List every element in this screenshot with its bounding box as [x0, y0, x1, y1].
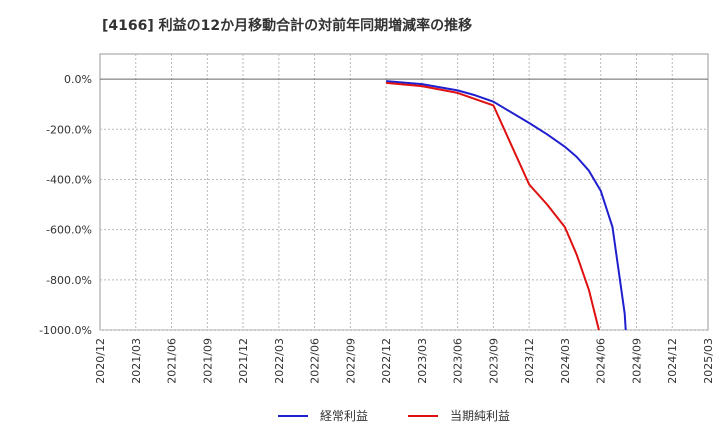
x-tick-label: 2024/12 [666, 338, 679, 384]
x-tick-label: 2020/12 [94, 338, 107, 384]
x-tick-label: 2022/03 [273, 338, 286, 384]
x-tick-label: 2024/03 [559, 338, 572, 384]
y-tick-label: 0.0% [64, 73, 92, 86]
y-tick-label: -200.0% [46, 123, 92, 136]
x-tick-label: 2023/06 [452, 338, 465, 384]
x-tick-label: 2023/12 [523, 338, 536, 384]
x-tick-label: 2022/09 [344, 338, 357, 384]
x-tick-label: 2023/09 [487, 338, 500, 384]
x-tick-label: 2021/03 [130, 338, 143, 384]
x-axis-ticks: 2020/12 2021/03 2021/06 2021/09 2021/12 2022/… [94, 338, 715, 384]
legend: 経常利益 当期純利益 [278, 409, 510, 423]
y-tick-label: -800.0% [46, 274, 92, 287]
y-tick-label: -600.0% [46, 224, 92, 237]
series-line-1 [386, 80, 627, 331]
x-tick-label: 2025/03 [702, 338, 715, 384]
y-axis-ticks: 0.0% -200.0% -400.0% -600.0% -800.0% -1000.0% [39, 73, 92, 337]
series-lines [386, 80, 627, 331]
chart-title: [4166] 利益の12か月移動合計の対前年同期増減率の推移 [102, 17, 472, 34]
series-line-2 [386, 81, 600, 331]
x-tick-label: 2021/09 [201, 338, 214, 384]
x-tick-label: 2022/12 [380, 338, 393, 384]
legend-label-2: 当期純利益 [450, 409, 510, 423]
x-tick-label: 2024/09 [630, 338, 643, 384]
x-tick-label: 2021/06 [166, 338, 179, 384]
y-tick-label: -1000.0% [39, 324, 92, 337]
plot-area [99, 53, 709, 331]
x-tick-label: 2023/03 [416, 338, 429, 384]
x-tick-label: 2021/12 [237, 338, 250, 384]
x-tick-label: 2024/06 [595, 338, 608, 384]
y-tick-label: -400.0% [46, 173, 92, 186]
x-tick-label: 2022/06 [309, 338, 322, 384]
legend-label-1: 経常利益 [320, 409, 368, 423]
